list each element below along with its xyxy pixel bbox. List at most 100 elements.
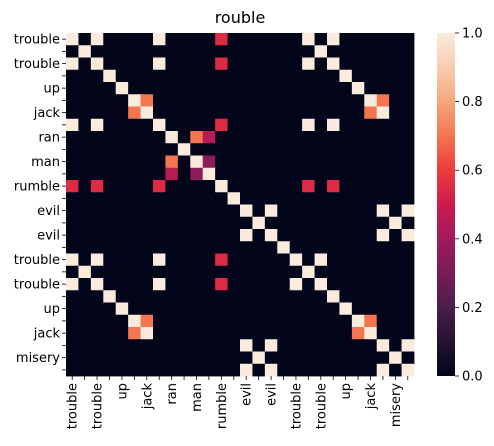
heatmap-cell bbox=[401, 106, 415, 120]
heatmap-cell bbox=[177, 216, 191, 230]
heatmap-cell bbox=[177, 302, 191, 316]
heatmap-cell bbox=[202, 131, 216, 144]
heatmap-cell bbox=[289, 253, 303, 267]
heatmap-cell bbox=[339, 82, 353, 95]
heatmap-cell bbox=[376, 69, 390, 83]
heatmap-cell bbox=[202, 192, 216, 205]
heatmap-cell bbox=[302, 33, 315, 46]
heatmap-cell bbox=[327, 180, 340, 193]
heatmap-cell bbox=[351, 265, 365, 279]
heatmap-cell bbox=[351, 327, 365, 340]
heatmap-cell bbox=[277, 363, 291, 377]
heatmap-cell bbox=[302, 180, 315, 193]
heatmap-cell bbox=[327, 143, 340, 156]
heatmap-cell bbox=[376, 192, 390, 205]
heatmap-cell bbox=[78, 33, 92, 46]
heatmap-cell bbox=[277, 45, 291, 58]
heatmap-cell bbox=[215, 290, 228, 303]
heatmap-cell bbox=[202, 167, 216, 181]
heatmap-cell bbox=[128, 229, 141, 242]
heatmap-cell bbox=[302, 363, 315, 377]
column-label: evil bbox=[240, 383, 255, 406]
heatmap-cell bbox=[401, 45, 415, 58]
heatmap-cell bbox=[389, 69, 402, 83]
colorbar-tick-label: 0.2 bbox=[462, 301, 483, 316]
heatmap-cell bbox=[289, 69, 303, 83]
row-label: jack bbox=[33, 327, 61, 342]
heatmap-cell bbox=[66, 192, 79, 205]
heatmap-cell bbox=[351, 363, 365, 377]
heatmap-cell bbox=[351, 339, 365, 352]
heatmap-cell bbox=[364, 327, 378, 340]
heatmap-cell bbox=[289, 278, 303, 291]
heatmap-cell bbox=[314, 94, 328, 107]
heatmap-cell bbox=[314, 57, 328, 71]
heatmap-cell bbox=[128, 118, 141, 132]
heatmap-cell bbox=[351, 118, 365, 132]
colorbar-tick-label: 1.0 bbox=[462, 27, 483, 42]
heatmap-cell bbox=[364, 45, 378, 58]
heatmap-cell bbox=[327, 82, 340, 95]
heatmap-cell bbox=[339, 278, 353, 291]
heatmap-cell bbox=[153, 241, 166, 254]
heatmap-cell bbox=[177, 229, 191, 242]
heatmap-cell bbox=[252, 33, 266, 46]
heatmap-cell bbox=[351, 314, 365, 328]
heatmap-cell bbox=[153, 33, 166, 46]
heatmap-cell bbox=[115, 241, 129, 254]
heatmap-cell bbox=[227, 143, 241, 156]
heatmap-cell bbox=[314, 69, 328, 83]
heatmap-cell bbox=[103, 351, 117, 365]
heatmap-cell bbox=[66, 45, 79, 58]
heatmap-cell bbox=[314, 290, 328, 303]
colorbar bbox=[437, 33, 455, 376]
heatmap-cell bbox=[376, 118, 390, 132]
heatmap-cell bbox=[289, 351, 303, 365]
heatmap-cell bbox=[165, 253, 179, 267]
heatmap-cell bbox=[90, 143, 104, 156]
heatmap-cell bbox=[289, 314, 303, 328]
heatmap-cell bbox=[90, 253, 104, 267]
heatmap-cell bbox=[376, 33, 390, 46]
heatmap-cell bbox=[190, 363, 204, 377]
heatmap-cell bbox=[177, 131, 191, 144]
heatmap-cell bbox=[78, 118, 92, 132]
heatmap-cell bbox=[115, 253, 129, 267]
heatmap-cell bbox=[103, 118, 117, 132]
heatmap-cell bbox=[302, 192, 315, 205]
row-label: trouble bbox=[14, 278, 60, 293]
heatmap-cell bbox=[264, 216, 278, 230]
heatmap-cell bbox=[252, 229, 266, 242]
heatmap-cell bbox=[339, 327, 353, 340]
heatmap-cell bbox=[78, 94, 92, 107]
heatmap-cell bbox=[240, 241, 253, 254]
heatmap-cell bbox=[364, 33, 378, 46]
column-label: evil bbox=[265, 383, 280, 406]
heatmap-cell bbox=[327, 229, 340, 242]
heatmap-cell bbox=[351, 45, 365, 58]
heatmap-cell bbox=[78, 131, 92, 144]
heatmap-cell bbox=[177, 278, 191, 291]
heatmap-cell bbox=[302, 45, 315, 58]
heatmap-cell bbox=[401, 290, 415, 303]
heatmap-cell bbox=[165, 45, 179, 58]
heatmap-cell bbox=[140, 314, 154, 328]
heatmap-cell bbox=[115, 155, 129, 169]
heatmap-cell bbox=[376, 216, 390, 230]
heatmap-cell bbox=[103, 131, 117, 144]
heatmap-cell bbox=[264, 192, 278, 205]
heatmap-cell bbox=[202, 253, 216, 267]
heatmap-cell bbox=[277, 216, 291, 230]
heatmap-cell bbox=[277, 82, 291, 95]
heatmap-cell bbox=[401, 131, 415, 144]
heatmap-cell bbox=[277, 241, 291, 254]
heatmap-cell bbox=[252, 290, 266, 303]
heatmap-cell bbox=[140, 216, 154, 230]
heatmap-cell bbox=[66, 33, 79, 46]
heatmap-cell bbox=[401, 94, 415, 107]
heatmap-cell bbox=[90, 155, 104, 169]
heatmap-cell bbox=[128, 57, 141, 71]
heatmap-cell bbox=[103, 57, 117, 71]
heatmap-cell bbox=[277, 180, 291, 193]
heatmap-cell bbox=[66, 363, 79, 377]
